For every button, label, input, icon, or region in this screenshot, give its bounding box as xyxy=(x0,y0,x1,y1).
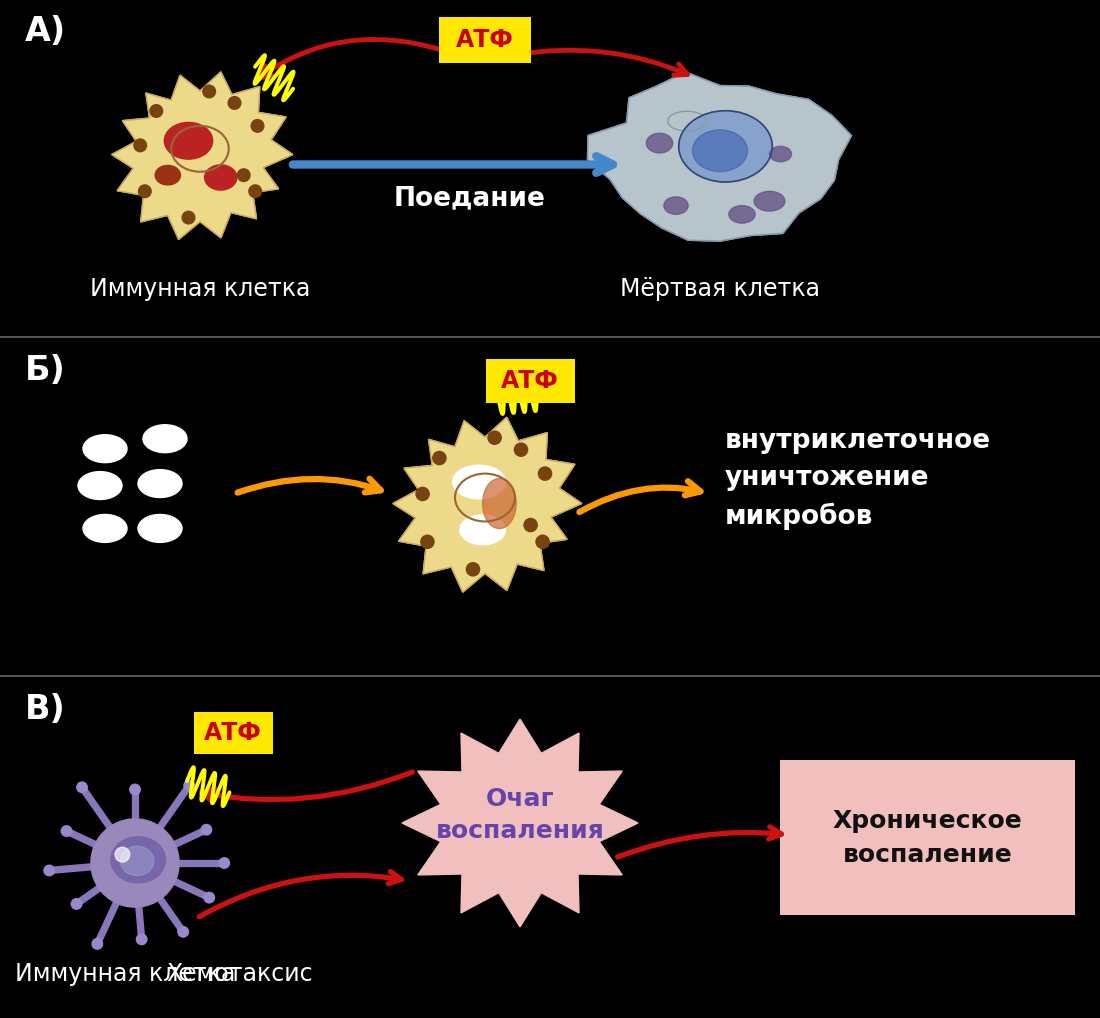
Ellipse shape xyxy=(82,435,126,462)
Text: АТФ: АТФ xyxy=(456,27,514,52)
Ellipse shape xyxy=(111,837,165,883)
Ellipse shape xyxy=(138,514,182,543)
Polygon shape xyxy=(402,719,638,926)
Ellipse shape xyxy=(120,846,154,875)
Text: Б): Б) xyxy=(25,354,66,387)
FancyBboxPatch shape xyxy=(485,359,574,403)
Circle shape xyxy=(183,212,195,224)
Text: АТФ: АТФ xyxy=(502,369,559,393)
Ellipse shape xyxy=(164,122,212,159)
Circle shape xyxy=(432,451,446,464)
Polygon shape xyxy=(393,417,582,592)
Circle shape xyxy=(139,185,151,197)
Circle shape xyxy=(116,847,130,862)
Text: Хроническое
воспаление: Хроническое воспаление xyxy=(833,809,1022,866)
Ellipse shape xyxy=(729,206,756,223)
Ellipse shape xyxy=(755,191,785,211)
Circle shape xyxy=(92,939,102,949)
Circle shape xyxy=(44,865,55,875)
Text: Иммунная клетка: Иммунная клетка xyxy=(14,962,235,986)
Circle shape xyxy=(184,781,195,791)
Ellipse shape xyxy=(78,471,122,500)
Circle shape xyxy=(515,443,528,456)
Text: Иммунная клетка: Иммунная клетка xyxy=(90,277,310,301)
Ellipse shape xyxy=(693,130,748,172)
Ellipse shape xyxy=(483,478,516,528)
Circle shape xyxy=(228,97,241,109)
Polygon shape xyxy=(112,72,293,239)
Circle shape xyxy=(136,935,147,945)
Ellipse shape xyxy=(460,515,505,545)
Circle shape xyxy=(488,431,502,444)
Text: Поедание: Поедание xyxy=(394,185,546,212)
Text: Хемотаксис: Хемотаксис xyxy=(167,962,314,986)
FancyBboxPatch shape xyxy=(780,760,1075,915)
Circle shape xyxy=(204,893,214,903)
Ellipse shape xyxy=(143,425,187,453)
FancyBboxPatch shape xyxy=(439,17,531,63)
Circle shape xyxy=(251,119,264,132)
Circle shape xyxy=(91,818,179,907)
Ellipse shape xyxy=(155,166,180,185)
Ellipse shape xyxy=(647,133,673,153)
Ellipse shape xyxy=(679,111,772,182)
Circle shape xyxy=(219,858,230,868)
Ellipse shape xyxy=(82,514,126,543)
Text: А): А) xyxy=(25,15,66,48)
Text: внутриклеточное
уничтожение
микробов: внутриклеточное уничтожение микробов xyxy=(725,428,991,529)
Ellipse shape xyxy=(452,465,505,499)
Circle shape xyxy=(72,899,81,909)
Circle shape xyxy=(62,826,72,837)
Circle shape xyxy=(524,518,537,531)
Circle shape xyxy=(421,535,434,549)
Circle shape xyxy=(249,185,262,197)
Circle shape xyxy=(466,563,480,576)
Circle shape xyxy=(178,926,188,937)
Text: Мёртвая клетка: Мёртвая клетка xyxy=(620,277,820,301)
Ellipse shape xyxy=(205,165,236,190)
Circle shape xyxy=(538,467,551,480)
Circle shape xyxy=(536,535,549,549)
Ellipse shape xyxy=(138,469,182,498)
Circle shape xyxy=(134,139,146,152)
Circle shape xyxy=(416,488,429,501)
Circle shape xyxy=(130,784,141,795)
Circle shape xyxy=(77,782,87,793)
Ellipse shape xyxy=(770,147,792,162)
Polygon shape xyxy=(587,72,851,241)
Text: Очаг
воспаления: Очаг воспаления xyxy=(436,787,604,843)
Circle shape xyxy=(202,86,216,98)
Text: АТФ: АТФ xyxy=(205,721,262,745)
Circle shape xyxy=(150,105,163,117)
Text: В): В) xyxy=(25,693,66,726)
Circle shape xyxy=(238,169,250,181)
FancyBboxPatch shape xyxy=(194,712,273,754)
Ellipse shape xyxy=(664,196,689,215)
Circle shape xyxy=(201,825,211,835)
